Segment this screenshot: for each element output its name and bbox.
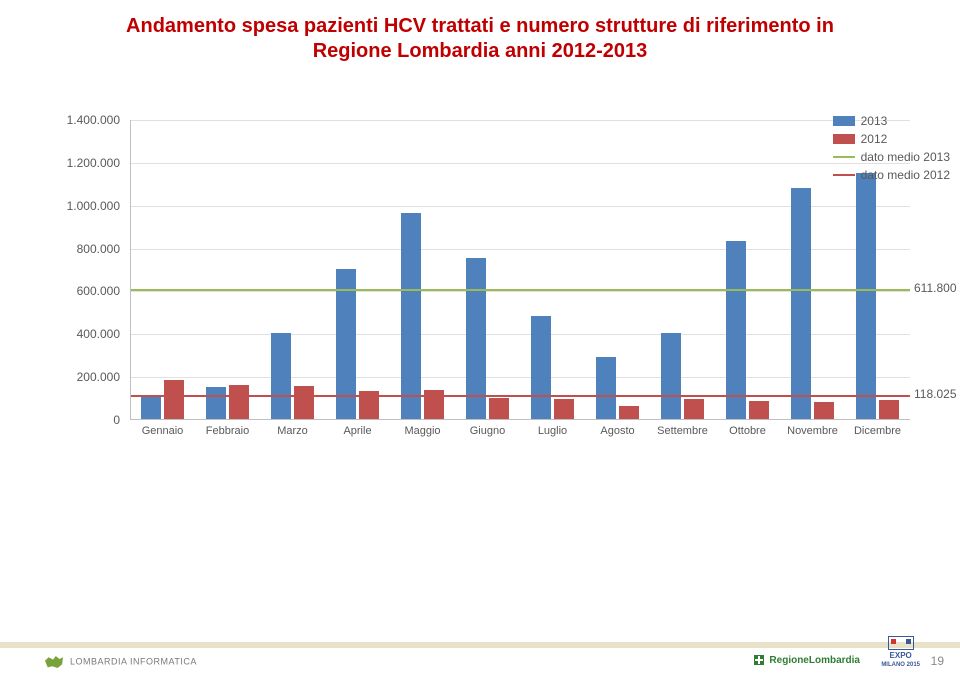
legend: 2013 2012 dato medio 2013 dato medio 2012: [833, 114, 950, 186]
plot-area: [130, 120, 910, 420]
legend-swatch-icon: [833, 116, 855, 126]
ytick-label: 1.200.000: [50, 156, 120, 170]
gridline: [131, 120, 910, 121]
footer-expo-top: EXPO: [890, 651, 912, 660]
footer-logo1-text: LOMBARDIA INFORMATICA: [70, 656, 197, 666]
legend-label: 2012: [861, 132, 888, 146]
ytick-label: 400.000: [50, 327, 120, 341]
xtick-label: Luglio: [520, 425, 585, 437]
ytick-label: 1.000.000: [50, 199, 120, 213]
bar-2012: [229, 385, 249, 419]
footer-logo-regione: RegioneLombardia: [754, 655, 860, 666]
footer-band: [0, 642, 960, 648]
xtick-label: Maggio: [390, 425, 455, 437]
legend-item: dato medio 2012: [833, 168, 950, 182]
ytick-label: 0: [50, 413, 120, 427]
bar-2013: [141, 395, 161, 419]
bar-2012: [814, 402, 834, 419]
bar-2013: [206, 387, 226, 419]
xtick-label: Gennaio: [130, 425, 195, 437]
bar-2013: [791, 188, 811, 419]
bar-2012: [164, 380, 184, 419]
legend-line-icon: [833, 174, 855, 176]
bar-2012: [489, 398, 509, 419]
legend-swatch-icon: [833, 134, 855, 144]
cross-icon: [754, 655, 764, 665]
ref-line-1: [131, 395, 910, 397]
legend-label: 2013: [861, 114, 888, 128]
ytick-label: 600.000: [50, 284, 120, 298]
ytick-label: 1.400.000: [50, 113, 120, 127]
xtick-label: Ottobre: [715, 425, 780, 437]
xtick-label: Novembre: [780, 425, 845, 437]
footer-expo-logo: EXPO MILANO 2015: [881, 636, 920, 668]
legend-line-icon: [833, 156, 855, 158]
chart-title-line1: Andamento spesa pazienti HCV trattati e …: [50, 14, 910, 39]
ref-line-label-0: 611.800: [914, 281, 957, 295]
ytick-label: 200.000: [50, 370, 120, 384]
legend-item: 2012: [833, 132, 950, 146]
page-number: 19: [931, 654, 944, 668]
bar-2013: [856, 173, 876, 419]
footer-logo2-text: RegioneLombardia: [769, 655, 860, 666]
xtick-label: Giugno: [455, 425, 520, 437]
gridline: [131, 163, 910, 164]
bar-2012: [554, 399, 574, 419]
footer-expo-bottom: MILANO 2015: [881, 662, 920, 668]
bar-2013: [271, 333, 291, 419]
xtick-label: Dicembre: [845, 425, 910, 437]
bar-2013: [596, 357, 616, 419]
footer-logo-lombardia-informatica: LOMBARDIA INFORMATICA: [45, 656, 197, 668]
lombardia-shape-icon: [45, 656, 63, 668]
bar-2013: [401, 213, 421, 419]
bar-2012: [619, 406, 639, 419]
xtick-label: Agosto: [585, 425, 650, 437]
chart-title: Andamento spesa pazienti HCV trattati e …: [0, 0, 960, 64]
bar-2012: [684, 399, 704, 419]
legend-item: 2013: [833, 114, 950, 128]
legend-label: dato medio 2012: [861, 168, 950, 182]
ref-line-0: [131, 289, 910, 291]
xtick-label: Marzo: [260, 425, 325, 437]
chart-title-line2: Regione Lombardia anni 2012-2013: [50, 39, 910, 64]
expo-icon: [888, 636, 914, 650]
chart-container: 20132012dato medio 2013dato medio 2012 0…: [50, 120, 910, 450]
legend-label: dato medio 2013: [861, 150, 950, 164]
bar-2013: [661, 333, 681, 419]
xtick-label: Settembre: [650, 425, 715, 437]
xtick-label: Febbraio: [195, 425, 260, 437]
bar-2013: [726, 241, 746, 419]
footer: LOMBARDIA INFORMATICA RegioneLombardia E…: [0, 614, 960, 674]
legend-item: dato medio 2013: [833, 150, 950, 164]
xtick-label: Aprile: [325, 425, 390, 437]
bar-2012: [749, 401, 769, 419]
ytick-label: 800.000: [50, 242, 120, 256]
ref-line-label-1: 118.025: [914, 387, 957, 401]
bar-2012: [294, 386, 314, 419]
bar-2012: [879, 400, 899, 419]
bar-2013: [531, 316, 551, 419]
